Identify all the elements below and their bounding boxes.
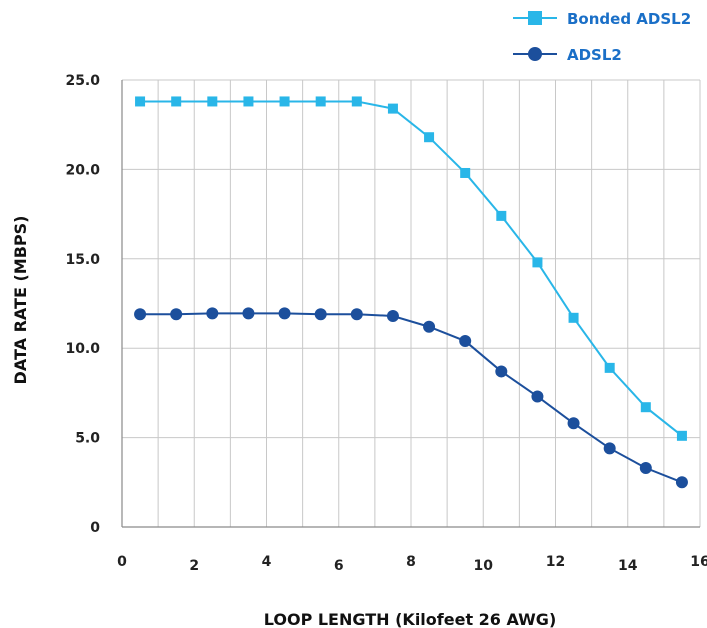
y-tick-labels: 0 5.0 10.0 15.0 20.0 25.0 <box>65 73 100 536</box>
x-tick-label: 0 <box>117 554 127 570</box>
data-point-adsl2 <box>134 308 147 321</box>
y-tick-label: 15.0 <box>65 252 100 268</box>
data-point-bonded-adsl2 <box>568 312 579 323</box>
y-tick-label: 5.0 <box>75 431 100 447</box>
y-tick-label: 20.0 <box>65 162 100 178</box>
axes <box>121 80 700 528</box>
data-point-bonded-adsl2 <box>135 96 146 107</box>
x-axis-label: LOOP LENGTH (Kilofeet 26 AWG) <box>264 610 557 628</box>
y-tick-label: 0 <box>90 520 100 536</box>
data-point-bonded-adsl2 <box>604 362 615 373</box>
data-point-adsl2 <box>675 476 688 489</box>
y-axis-label: DATA RATE (MBPS) <box>11 216 30 385</box>
legend-label: Bonded ADSL2 <box>567 10 691 28</box>
data-point-bonded-adsl2 <box>351 96 362 107</box>
data-point-adsl2 <box>170 308 183 321</box>
data-point-adsl2 <box>350 308 363 321</box>
y-tick-label: 25.0 <box>65 73 100 89</box>
data-point-adsl2 <box>423 320 436 333</box>
data-point-bonded-adsl2 <box>640 402 651 413</box>
series-line-bonded-adsl2 <box>140 100 683 437</box>
data-point-bonded-adsl2 <box>243 96 254 107</box>
data-point-adsl2 <box>386 310 399 323</box>
series-group <box>134 96 688 489</box>
x-tick-label: 8 <box>406 554 416 570</box>
data-point-bonded-adsl2 <box>496 210 507 221</box>
x-tick-labels: 0 2 4 6 8 10 12 14 16 <box>117 554 707 574</box>
data-point-adsl2 <box>242 307 255 320</box>
data-point-bonded-adsl2 <box>676 430 687 441</box>
legend-square-marker <box>528 11 542 25</box>
data-point-bonded-adsl2 <box>387 103 398 114</box>
data-point-adsl2 <box>459 335 472 348</box>
y-tick-label: 10.0 <box>65 341 100 357</box>
data-point-bonded-adsl2 <box>424 132 435 143</box>
data-point-adsl2 <box>531 390 544 403</box>
data-point-adsl2 <box>603 442 616 455</box>
legend: Bonded ADSL2 ADSL2 <box>513 10 691 64</box>
data-point-adsl2 <box>278 307 291 320</box>
data-point-bonded-adsl2 <box>315 96 326 107</box>
x-tick-label: 6 <box>334 558 344 574</box>
x-tick-label: 2 <box>189 558 199 574</box>
x-tick-label: 16 <box>690 554 707 570</box>
legend-label: ADSL2 <box>567 46 622 64</box>
data-point-bonded-adsl2 <box>279 96 290 107</box>
data-point-adsl2 <box>495 365 508 378</box>
x-tick-label: 4 <box>262 554 272 570</box>
data-point-bonded-adsl2 <box>207 96 218 107</box>
data-point-bonded-adsl2 <box>532 257 543 268</box>
x-tick-label: 10 <box>474 558 494 574</box>
grid-lines <box>122 79 701 527</box>
legend-circle-marker <box>528 47 542 61</box>
data-point-bonded-adsl2 <box>460 167 471 178</box>
data-point-adsl2 <box>567 417 580 430</box>
data-point-adsl2 <box>314 308 327 321</box>
data-point-bonded-adsl2 <box>171 96 182 107</box>
data-point-adsl2 <box>639 461 652 474</box>
x-tick-label: 12 <box>546 554 565 570</box>
data-point-adsl2 <box>206 307 219 320</box>
x-tick-label: 14 <box>618 558 638 574</box>
series-line-adsl2 <box>140 312 683 484</box>
